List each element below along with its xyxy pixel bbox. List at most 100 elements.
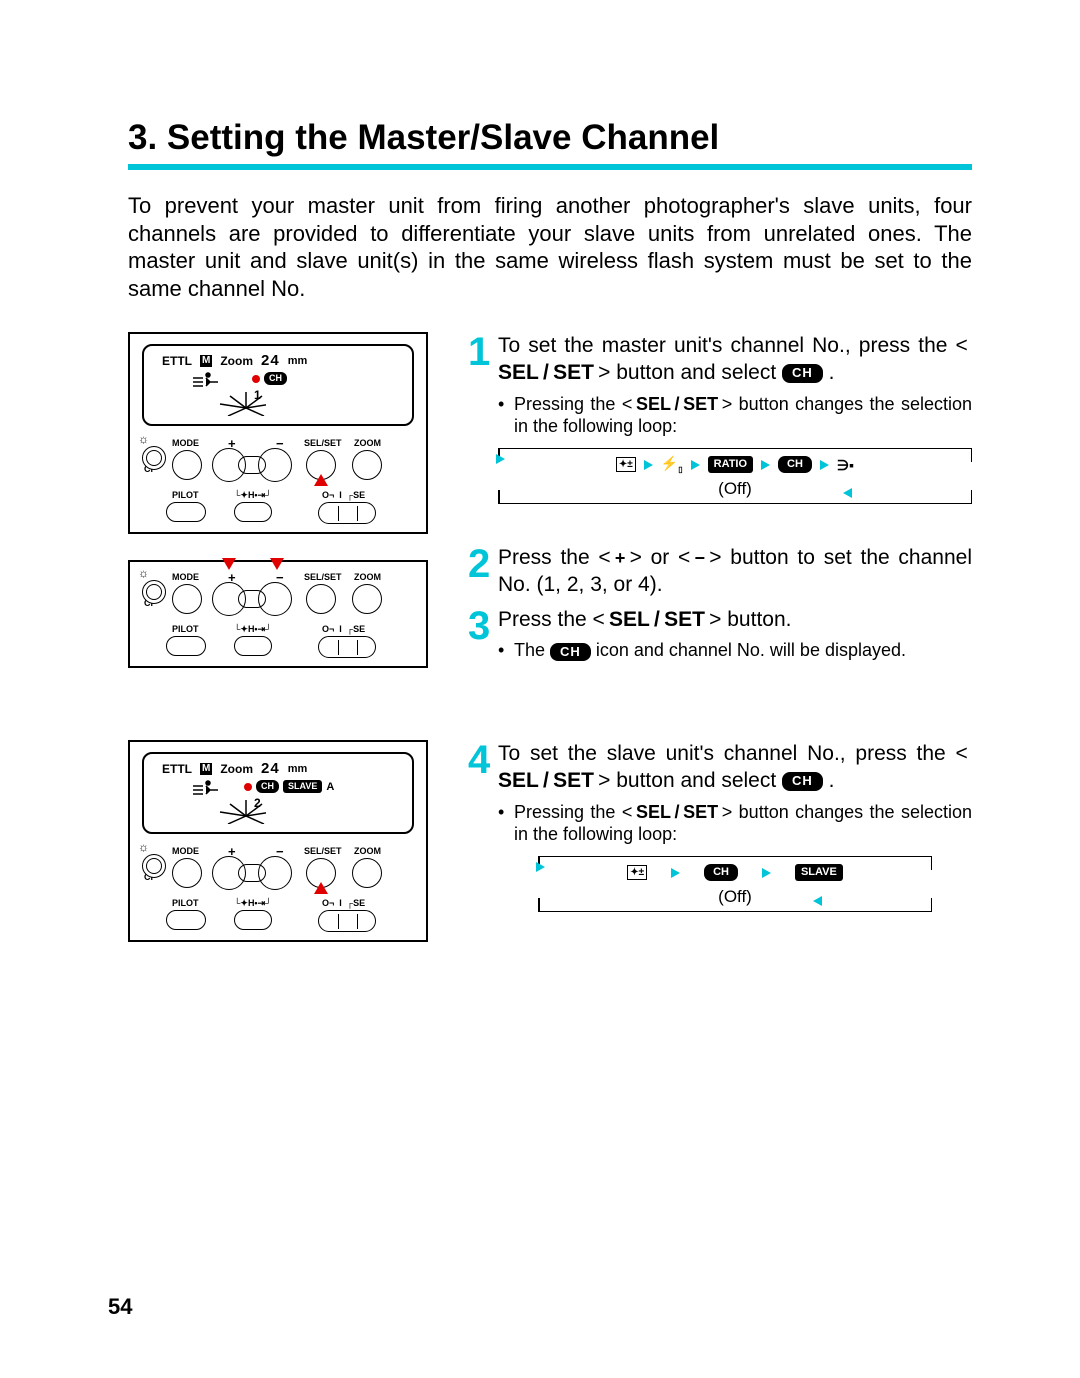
arrow-icon — [671, 868, 680, 878]
lock-label: └✦H•⇥┘ — [234, 624, 272, 635]
period: . — [823, 769, 835, 792]
plus-minus-link — [238, 456, 266, 474]
period: . — [823, 361, 835, 384]
bullet-icon: • — [498, 393, 514, 438]
button-area-2: ☼ MODE + − SEL/SET ZOOM CF PI — [142, 568, 414, 658]
flash-icon: ⚡▯ — [661, 454, 683, 475]
page-number: 54 — [108, 1294, 132, 1320]
m-icon: M — [200, 763, 212, 775]
step-text: > button and select — [594, 769, 782, 792]
mode-button — [172, 858, 202, 888]
mode-label: MODE — [172, 438, 199, 448]
ev-icon: ✦± — [627, 865, 647, 880]
ch-pill-inline: CH — [782, 772, 823, 791]
light-icon: ☼ — [138, 432, 149, 446]
arrow-icon — [843, 488, 852, 498]
zoom-label: Zoom — [220, 762, 253, 776]
off-label: O¬ I ┌SE — [322, 624, 365, 634]
ettl-label: ETTL — [162, 762, 192, 776]
arrow-icon — [813, 896, 822, 906]
zoom-unit: mm — [288, 763, 308, 775]
light-button — [142, 446, 166, 470]
lcd-slave: ETTL M Zoom 24mm CH — [142, 752, 414, 834]
zoom-unit: mm — [288, 355, 308, 367]
wireless-icon — [252, 375, 260, 383]
pilot-button — [166, 910, 206, 930]
power-switch — [318, 636, 376, 658]
wireless-icon — [244, 783, 252, 791]
lock-label: └✦H•⇥┘ — [234, 490, 272, 501]
plus-symbol: + — [615, 548, 626, 568]
flash-panel-master: ETTL M Zoom 24mm CH — [128, 332, 428, 534]
title-underline — [128, 164, 972, 170]
ch-pill-inline: CH — [782, 364, 823, 383]
step-text: Press the < — [498, 546, 615, 569]
bullet-icon: • — [498, 801, 514, 846]
pilot-label: PILOT — [172, 490, 199, 500]
step-number: 1 — [468, 332, 498, 520]
off-label: O¬ I ┌SE — [322, 898, 365, 908]
mode-button — [172, 584, 202, 614]
step-4: 4 To set the slave unit's channel No., p… — [468, 740, 972, 928]
lock-label: └✦H•⇥┘ — [234, 898, 272, 909]
light-icon: ☼ — [138, 566, 149, 580]
zoom-button — [352, 450, 382, 480]
flash-panel-buttons-only: ☼ MODE + − SEL/SET ZOOM CF PI — [128, 560, 428, 668]
light-button — [142, 854, 166, 878]
rays-icon — [206, 796, 266, 824]
step-body: To set the master unit's channel No., pr… — [498, 332, 972, 520]
loop-diagram-slave: ✦± CH SLAVE (Off) — [498, 856, 972, 912]
arrow-icon — [762, 868, 771, 878]
pilot-button — [166, 636, 206, 656]
step-number: 3 — [468, 606, 498, 662]
plus-minus-link — [238, 590, 266, 608]
zoom-button — [352, 584, 382, 614]
m-icon: M — [200, 355, 212, 367]
mode-label: MODE — [172, 572, 199, 582]
wireless-icon: ∋▪ — [837, 456, 854, 474]
selset-text: SEL / SET — [498, 361, 594, 384]
arrow-icon — [691, 460, 700, 470]
selset-label: SEL/SET — [304, 572, 342, 582]
light-icon: ☼ — [138, 840, 149, 854]
bullet-icon: • — [498, 639, 514, 662]
ch-pill: CH — [704, 864, 738, 880]
step-text: > button and select — [594, 361, 782, 384]
slave-pill: SLAVE — [283, 780, 322, 793]
slave-pill: SLAVE — [795, 864, 843, 880]
selset-text: SEL / SET — [498, 769, 594, 792]
ch-pill: CH — [264, 372, 287, 385]
slave-diagrams: ETTL M Zoom 24mm CH — [128, 740, 428, 968]
plus-minus-link — [238, 864, 266, 882]
step-1: 1 To set the master unit's channel No., … — [468, 332, 972, 520]
step-text: > or < — [625, 546, 694, 569]
sub-text: Pressing the < SEL / SET > button change… — [514, 393, 972, 438]
step-text: Press the < — [498, 608, 609, 631]
ratio-pill: RATIO — [708, 456, 753, 472]
page-title: 3. Setting the Master/Slave Channel — [128, 118, 972, 158]
selset-marker-icon — [314, 882, 328, 894]
selset-marker-icon — [314, 474, 328, 486]
power-switch — [318, 910, 376, 932]
manual-page: 3. Setting the Master/Slave Channel To p… — [0, 0, 1080, 1378]
off-label: O¬ I ┌SE — [322, 490, 365, 500]
pilot-label: PILOT — [172, 898, 199, 908]
zoom-value: 24 — [261, 760, 280, 777]
lock-button — [234, 910, 272, 930]
arrow-icon — [761, 460, 770, 470]
plus-marker-icon — [222, 558, 236, 570]
sub-text: The CH icon and channel No. will be disp… — [514, 639, 906, 662]
zoom-value: 24 — [261, 352, 280, 369]
selset-label: SEL/SET — [304, 438, 342, 448]
off-label: (Off) — [718, 886, 752, 908]
lock-button — [234, 636, 272, 656]
master-diagrams: ETTL M Zoom 24mm CH — [128, 332, 428, 694]
button-area-master: ☼ MODE + − SEL/SET ZOOM CF PILOT — [142, 434, 414, 524]
zoom-btn-label: ZOOM — [354, 846, 381, 856]
button-area-slave: ☼ MODE + − SEL/SET ZOOM CF PILOT — [142, 842, 414, 932]
flash-panel-slave: ETTL M Zoom 24mm CH — [128, 740, 428, 942]
slave-group: A — [326, 781, 334, 793]
step-body: Press the < + > or < − > button to set t… — [498, 544, 972, 599]
ettl-label: ETTL — [162, 354, 192, 368]
zoom-btn-label: ZOOM — [354, 572, 381, 582]
